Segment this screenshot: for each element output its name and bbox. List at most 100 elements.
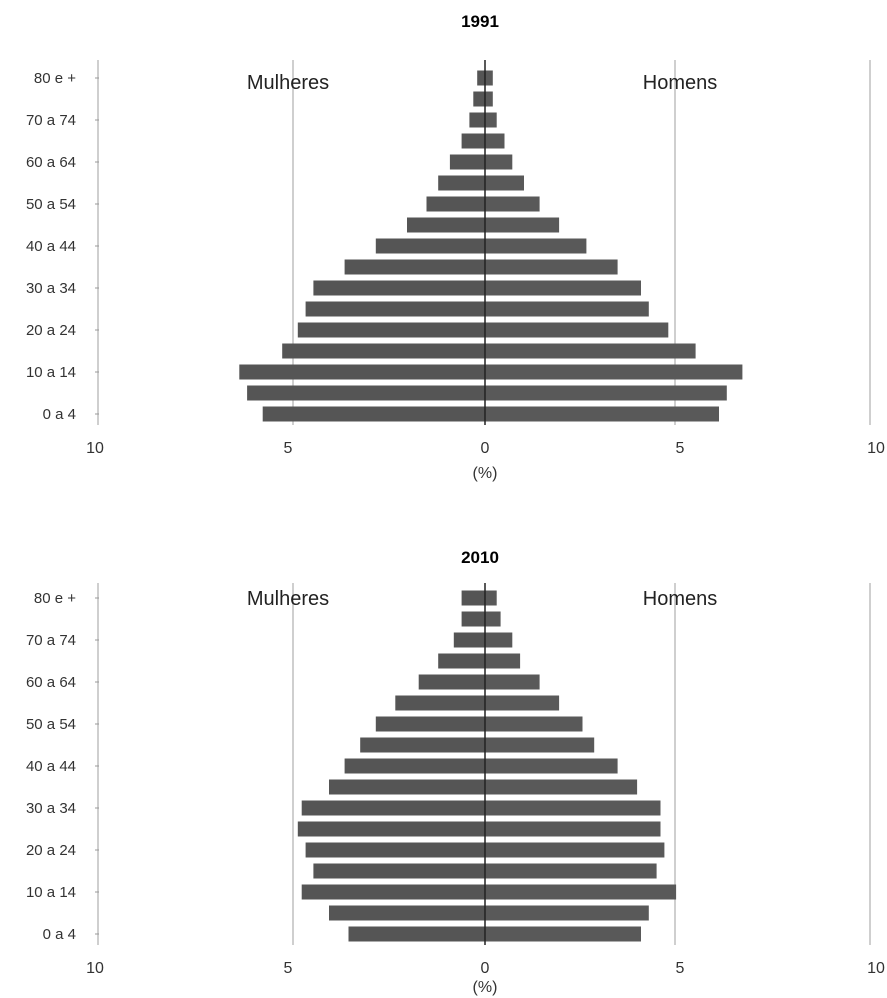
y-tick-label: 70 a 74	[26, 112, 76, 129]
bar-homens	[485, 758, 618, 774]
chart-2010: 2010 Mulheres Homens 0 a 4 10 a 14 20 a 24 30 …	[26, 548, 885, 996]
x-tick-label: 5	[676, 440, 685, 457]
bar-mulheres	[301, 800, 485, 816]
y-tick-label: 20 a 24	[26, 322, 76, 339]
x-tick-label: 10	[867, 440, 885, 457]
bar-homens	[485, 385, 727, 401]
bar-mulheres	[375, 716, 485, 732]
bar-homens	[485, 821, 661, 837]
side-label-homens: Homens	[643, 588, 717, 610]
bar-mulheres	[449, 154, 485, 170]
bar-mulheres	[469, 112, 485, 128]
bar-homens	[485, 322, 669, 338]
bar-mulheres	[305, 842, 485, 858]
y-tick-label: 0 a 4	[43, 926, 76, 943]
y-tick-label: 30 a 34	[26, 280, 76, 297]
bar-mulheres	[305, 301, 485, 317]
bar-mulheres	[395, 695, 485, 711]
y-tick-label: 60 a 64	[26, 674, 76, 691]
bar-homens	[485, 91, 493, 107]
bar-mulheres	[329, 779, 485, 795]
y-tick-label: 50 a 54	[26, 196, 76, 213]
y-tick-label: 10 a 14	[26, 884, 76, 901]
side-label-mulheres: Mulheres	[247, 588, 329, 610]
bar-homens	[485, 926, 641, 942]
bar-mulheres	[313, 863, 485, 879]
bar-mulheres	[453, 632, 485, 648]
bar-homens	[485, 112, 497, 128]
bar-homens	[485, 133, 505, 149]
bar-homens	[485, 800, 661, 816]
bar-mulheres	[329, 905, 485, 921]
x-tick-label: 10	[86, 960, 104, 977]
bar-homens	[485, 175, 524, 191]
bar-mulheres	[344, 259, 485, 275]
y-tick-label: 40 a 44	[26, 238, 76, 255]
bar-homens	[485, 611, 501, 627]
y-tick-label: 20 a 24	[26, 842, 76, 859]
bar-homens	[485, 674, 540, 690]
bar-homens	[485, 653, 521, 669]
bar-homens	[485, 217, 560, 233]
bar-mulheres	[313, 280, 485, 296]
bar-homens	[485, 343, 696, 359]
x-tick-label: 10	[86, 440, 104, 457]
bar-mulheres	[301, 884, 485, 900]
bar-homens	[485, 632, 513, 648]
bar-mulheres	[426, 196, 485, 212]
bar-mulheres	[438, 653, 485, 669]
bar-mulheres	[297, 821, 485, 837]
bar-mulheres	[407, 217, 485, 233]
bar-homens	[485, 884, 677, 900]
y-tick-label: 30 a 34	[26, 800, 76, 817]
y-tick-label: 60 a 64	[26, 154, 76, 171]
bar-homens	[485, 590, 497, 606]
x-tick-label: 0	[481, 440, 490, 457]
x-tick-label: 0	[481, 960, 490, 977]
bar-mulheres	[473, 91, 485, 107]
bar-mulheres	[477, 70, 485, 86]
bar-mulheres	[239, 364, 485, 380]
bar-mulheres	[438, 175, 485, 191]
bar-homens	[485, 364, 743, 380]
bar-homens	[485, 406, 719, 422]
chart-title: 2010	[461, 548, 499, 567]
bar-mulheres	[348, 926, 485, 942]
y-tick-label: 0 a 4	[43, 406, 76, 423]
bar-mulheres	[461, 133, 485, 149]
bar-homens	[485, 737, 595, 753]
x-tick-label: 5	[676, 960, 685, 977]
bar-homens	[485, 905, 649, 921]
bar-homens	[485, 70, 493, 86]
x-tick-label: 5	[284, 440, 293, 457]
side-label-mulheres: Mulheres	[247, 72, 329, 94]
bar-homens	[485, 280, 641, 296]
bar-homens	[485, 238, 587, 254]
bar-homens	[485, 154, 513, 170]
bar-homens	[485, 259, 618, 275]
bar-mulheres	[461, 590, 485, 606]
x-axis-label: (%)	[473, 979, 498, 996]
y-tick-label: 40 a 44	[26, 758, 76, 775]
bar-homens	[485, 301, 649, 317]
bar-homens	[485, 196, 540, 212]
bar-mulheres	[247, 385, 485, 401]
bar-mulheres	[282, 343, 485, 359]
chart-1991: 1991 Mulheres Homens 0 a 4 10 a 14 20 a 24 30 …	[26, 12, 885, 482]
x-axis-label: (%)	[473, 465, 498, 482]
y-tick-label: 50 a 54	[26, 716, 76, 733]
bar-mulheres	[262, 406, 485, 422]
bar-mulheres	[344, 758, 485, 774]
x-tick-label: 10	[867, 960, 885, 977]
chart-title: 1991	[461, 12, 499, 31]
bar-homens	[485, 695, 560, 711]
y-tick-label: 80 e +	[34, 590, 76, 607]
bar-mulheres	[461, 611, 485, 627]
bar-homens	[485, 863, 657, 879]
bar-homens	[485, 716, 583, 732]
side-label-homens: Homens	[643, 72, 717, 94]
bar-mulheres	[418, 674, 485, 690]
bar-mulheres	[360, 737, 485, 753]
y-tick-label: 10 a 14	[26, 364, 76, 381]
